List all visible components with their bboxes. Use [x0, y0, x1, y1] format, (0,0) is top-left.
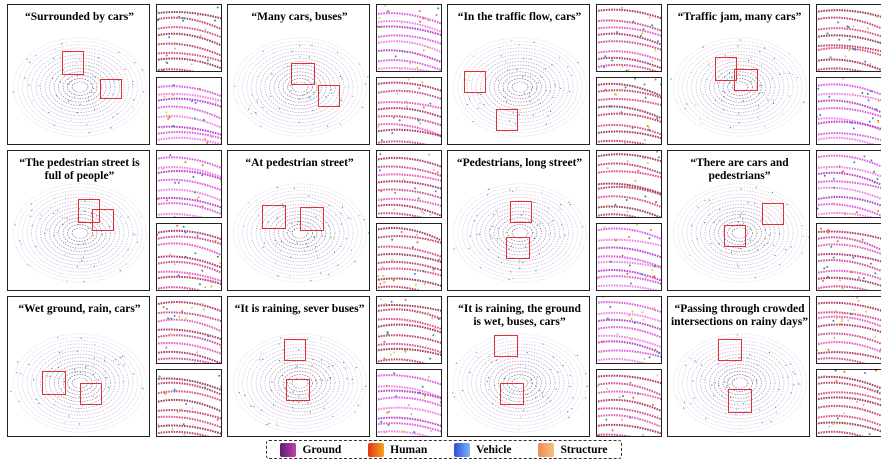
highlight-box	[62, 51, 84, 75]
lidar-scene: “Traffic jam, many cars”	[667, 4, 810, 145]
scene-caption: “In the traffic flow, cars”	[457, 11, 582, 23]
zoom-crop-2	[596, 369, 662, 437]
highlight-box	[494, 335, 518, 357]
scene-caption: “The pedestrian street is full of people…	[19, 157, 140, 182]
highlight-box	[510, 201, 532, 223]
lidar-scene: “In the traffic flow, cars”	[447, 4, 590, 145]
highlight-box	[92, 209, 114, 231]
ground-swatch	[280, 442, 297, 457]
scene-caption: “Many cars, buses”	[251, 11, 348, 23]
zoom-crop-1	[596, 4, 662, 72]
highlight-box	[464, 71, 486, 93]
legend-item-human: Human	[368, 442, 428, 457]
human-swatch	[368, 442, 385, 457]
lidar-scene: “Passing through crowded intersections o…	[667, 296, 810, 437]
legend-item-vehicle: Vehicle	[454, 442, 512, 457]
scene-caption: “It is raining, sever buses”	[234, 303, 365, 315]
highlight-box	[300, 207, 324, 231]
lidar-scene: “Surrounded by cars”	[7, 4, 150, 145]
highlight-box	[734, 69, 758, 91]
zoom-crop-1	[156, 4, 222, 72]
zoom-crop-1	[376, 296, 442, 364]
scene-caption: “Wet ground, rain, cars”	[18, 303, 141, 315]
lidar-scene: “There are cars and pedestrians”	[667, 150, 810, 291]
highlight-box	[291, 63, 315, 85]
legend-label: Vehicle	[476, 443, 512, 456]
lidar-scene: “Many cars, buses”	[227, 4, 370, 145]
highlight-box	[728, 389, 752, 413]
legend-label: Ground	[302, 443, 342, 456]
lidar-scene: “It is raining, sever buses”	[227, 296, 370, 437]
highlight-box	[506, 237, 530, 259]
lidar-scene: “The pedestrian street is full of people…	[7, 150, 150, 291]
zoom-crop-2	[156, 223, 222, 291]
highlight-box	[100, 79, 122, 99]
scene-caption: “Pedestrians, long street”	[456, 157, 583, 169]
zoom-crop-1	[816, 4, 881, 72]
zoom-crop-2	[156, 369, 222, 437]
zoom-crop-1	[596, 296, 662, 364]
zoom-crop-1	[376, 150, 442, 218]
scene-caption: “It is raining, the ground is wet, buses…	[458, 303, 581, 328]
structure-swatch	[538, 442, 555, 457]
highlight-box	[42, 371, 66, 395]
lidar-scene: “Pedestrians, long street”	[447, 150, 590, 291]
zoom-crop-1	[596, 150, 662, 218]
vehicle-swatch	[454, 442, 471, 457]
highlight-box	[262, 205, 286, 229]
scene-caption: “Traffic jam, many cars”	[677, 11, 802, 23]
zoom-crop-2	[816, 77, 881, 145]
zoom-crop-2	[156, 77, 222, 145]
scene-caption: “At pedestrian street”	[245, 157, 354, 169]
zoom-crop-2	[816, 223, 881, 291]
highlight-box	[762, 203, 784, 225]
highlight-box	[496, 109, 518, 131]
zoom-crop-2	[596, 77, 662, 145]
highlight-box	[318, 85, 340, 107]
legend-label: Structure	[560, 443, 608, 456]
zoom-crop-2	[376, 369, 442, 437]
scene-caption: “Passing through crowded intersections o…	[670, 303, 809, 328]
highlight-box	[500, 383, 524, 405]
highlight-box	[718, 339, 742, 361]
zoom-crop-1	[376, 4, 442, 72]
lidar-scene: “At pedestrian street”	[227, 150, 370, 291]
scene-caption: “Surrounded by cars”	[24, 11, 135, 23]
zoom-crop-1	[816, 296, 881, 364]
zoom-crop-1	[816, 150, 881, 218]
lidar-scene: “Wet ground, rain, cars”	[7, 296, 150, 437]
legend-item-ground: Ground	[280, 442, 342, 457]
legend-label: Human	[390, 443, 428, 456]
zoom-crop-1	[156, 150, 222, 218]
legend-item-structure: Structure	[538, 442, 608, 457]
highlight-box	[80, 383, 102, 405]
zoom-crop-1	[156, 296, 222, 364]
highlight-box	[286, 379, 310, 401]
highlight-box	[724, 225, 746, 247]
zoom-crop-2	[596, 223, 662, 291]
zoom-crop-2	[376, 223, 442, 291]
zoom-crop-2	[816, 369, 881, 437]
scene-caption: “There are cars and pedestrians”	[690, 157, 789, 182]
lidar-scene: “It is raining, the ground is wet, buses…	[447, 296, 590, 437]
highlight-box	[78, 199, 100, 223]
legend: Ground Human Vehicle Structure	[266, 440, 622, 459]
highlight-box	[284, 339, 306, 361]
zoom-crop-2	[376, 77, 442, 145]
